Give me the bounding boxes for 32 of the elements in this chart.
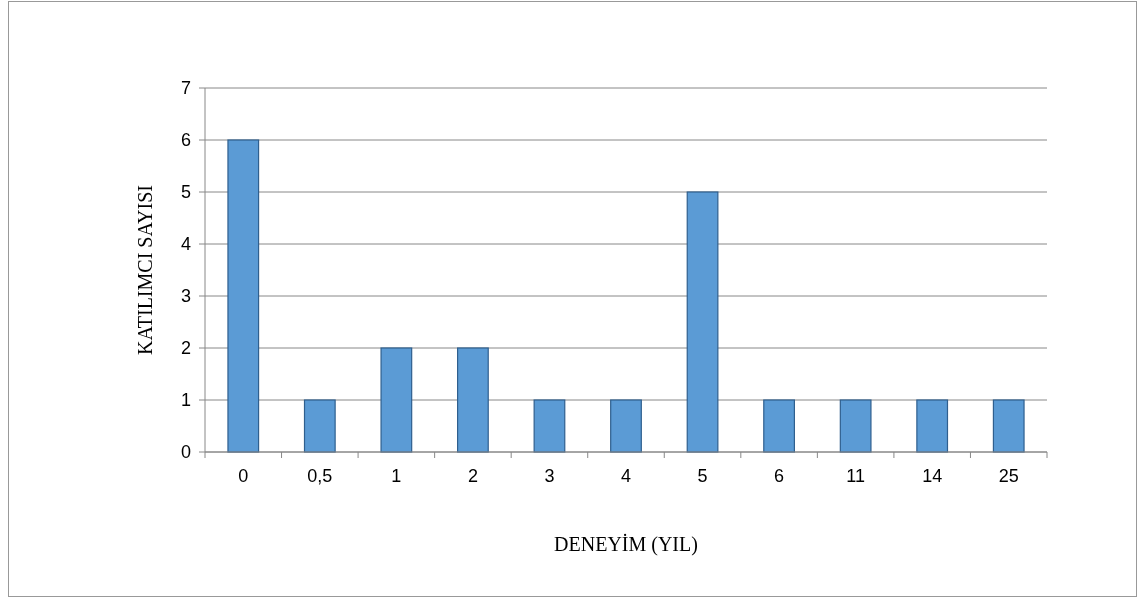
y-tick-label: 0 xyxy=(180,442,191,463)
bar xyxy=(380,347,413,453)
bar xyxy=(303,399,336,453)
x-tick-label: 5 xyxy=(697,466,708,486)
x-axis-title: DENEYİM (YIL) xyxy=(554,533,698,556)
y-tick-label: 3 xyxy=(180,286,191,307)
x-tick-label: 0,5 xyxy=(307,466,333,486)
x-tick-label: 2 xyxy=(467,466,478,486)
bar xyxy=(227,139,260,453)
x-tick-label: 11 xyxy=(846,466,865,486)
bar xyxy=(457,347,489,453)
bar xyxy=(610,399,642,453)
x-tick-label: 6 xyxy=(774,466,785,486)
y-tick-label: 2 xyxy=(180,338,191,359)
x-tick-label: 14 xyxy=(922,466,943,486)
x-tick-label: 25 xyxy=(998,466,1019,486)
y-axis-title: KATILIMCI SAYISI xyxy=(134,185,156,355)
y-tick-label: 6 xyxy=(180,130,191,151)
bar xyxy=(686,191,719,453)
y-tick-label: 1 xyxy=(180,390,191,411)
x-tick-label: 0 xyxy=(238,466,249,486)
bar xyxy=(992,399,1025,453)
bar xyxy=(916,399,949,453)
x-tick-label: 4 xyxy=(620,466,632,486)
y-tick-label: 7 xyxy=(180,78,191,99)
x-tick-label: 1 xyxy=(391,466,402,486)
bar xyxy=(839,399,872,453)
y-tick-label: 5 xyxy=(180,182,191,203)
bar xyxy=(533,399,566,453)
y-tick-label: 4 xyxy=(180,234,191,255)
bar xyxy=(763,399,795,453)
x-tick-label: 3 xyxy=(544,466,555,486)
